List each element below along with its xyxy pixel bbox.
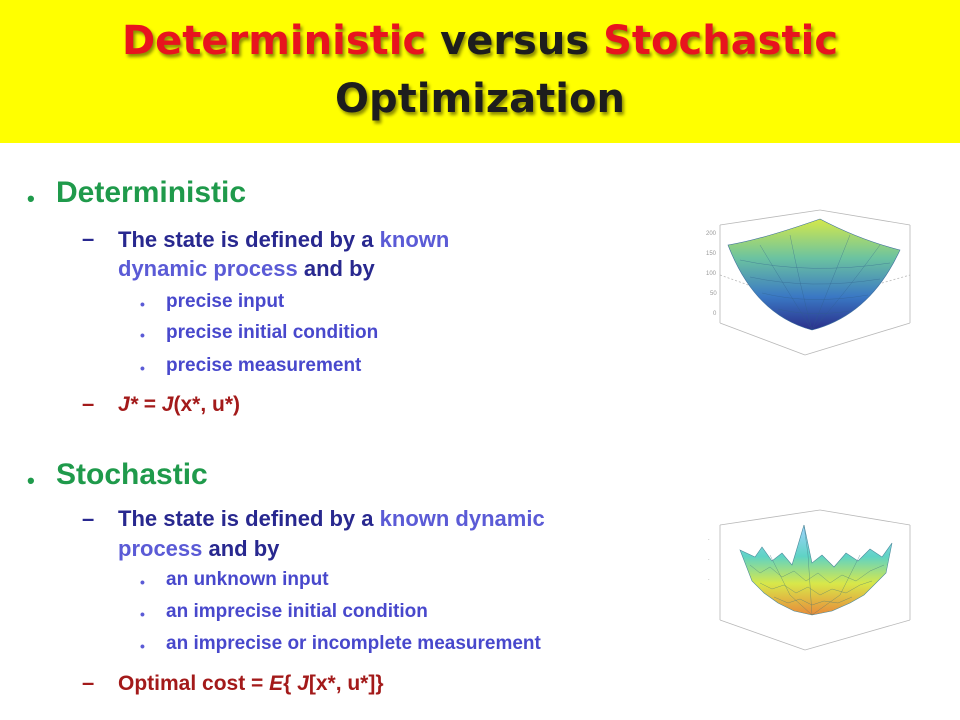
sub-bullet-icon: • — [140, 296, 145, 312]
cost-args: [x*, u*]} — [308, 672, 384, 695]
dash-icon: – — [82, 391, 95, 416]
cost-jstar: J* — [118, 393, 138, 416]
state-and-by: and by — [297, 256, 375, 281]
stochastic-heading: Stochastic — [56, 458, 208, 491]
stochastic-cost: Optimal cost = E{ J[x*, u*]} — [118, 672, 384, 696]
svg-text:.: . — [708, 556, 710, 562]
deterministic-state-line-1: The state is defined by a known — [118, 226, 449, 254]
title-versus: versus — [440, 18, 590, 64]
state-known-dynamic: known dynamic — [379, 506, 545, 531]
cost-equals: = — [137, 393, 162, 416]
stochastic-item-3: an imprecise or incomplete measurement — [166, 633, 541, 654]
deterministic-state-line-2: dynamic process and by — [118, 255, 375, 283]
deterministic-item-2: precise initial condition — [166, 322, 379, 343]
dash-icon: – — [82, 506, 95, 531]
dash-icon: – — [82, 226, 95, 251]
smooth-surface-plot: 200 150 100 50 0 — [706, 209, 911, 356]
state-text: The state is defined by a — [118, 227, 380, 252]
sub-bullet-icon: • — [140, 360, 145, 376]
state-process: process — [118, 536, 203, 561]
title-line-2: Optimization — [335, 76, 625, 122]
title-banner — [0, 0, 960, 143]
bullet-icon: • — [27, 186, 35, 211]
deterministic-heading: Deterministic — [56, 176, 247, 209]
sub-bullet-icon: • — [140, 606, 145, 622]
sub-bullet-icon: • — [140, 574, 145, 590]
cost-j: J — [297, 672, 309, 695]
bullet-icon: • — [27, 468, 35, 493]
sub-bullet-icon: • — [140, 327, 145, 343]
cost-brace: { — [283, 672, 298, 695]
noisy-surface-plot: ... — [708, 509, 911, 651]
svg-text:200: 200 — [706, 231, 717, 237]
svg-text:150: 150 — [706, 251, 717, 257]
state-text: The state is defined by a — [118, 506, 380, 531]
deterministic-cost: J* = J(x*, u*) — [118, 393, 240, 417]
sub-bullet-icon: • — [140, 638, 145, 654]
svg-text:50: 50 — [710, 291, 717, 297]
cost-args: (x*, u*) — [173, 393, 240, 416]
title-deterministic: Deterministic — [121, 18, 427, 64]
stochastic-item-1: an unknown input — [166, 569, 329, 590]
cost-j: J — [161, 393, 174, 416]
svg-text:100: 100 — [706, 271, 717, 277]
cost-expectation: E — [269, 672, 284, 695]
state-known: known — [379, 227, 450, 252]
stochastic-state-line-1: The state is defined by a known dynamic — [118, 505, 545, 533]
deterministic-item-3: precise measurement — [166, 355, 362, 376]
svg-text:0: 0 — [713, 311, 717, 317]
deterministic-item-1: precise input — [166, 291, 285, 312]
slide-title: Deterministic versus Stochastic Optimiza… — [0, 12, 960, 128]
stochastic-item-2: an imprecise initial condition — [166, 601, 428, 622]
state-dynamic-process: dynamic process — [118, 256, 298, 281]
title-line-1: Deterministic versus Stochastic — [0, 12, 960, 70]
cost-label: Optimal cost = — [118, 672, 270, 695]
dash-icon: – — [82, 670, 95, 695]
stochastic-state-line-2: process and by — [118, 535, 279, 563]
svg-text:.: . — [708, 536, 710, 542]
state-and-by: and by — [202, 536, 280, 561]
svg-text:.: . — [708, 576, 710, 582]
title-stochastic: Stochastic — [603, 18, 839, 64]
